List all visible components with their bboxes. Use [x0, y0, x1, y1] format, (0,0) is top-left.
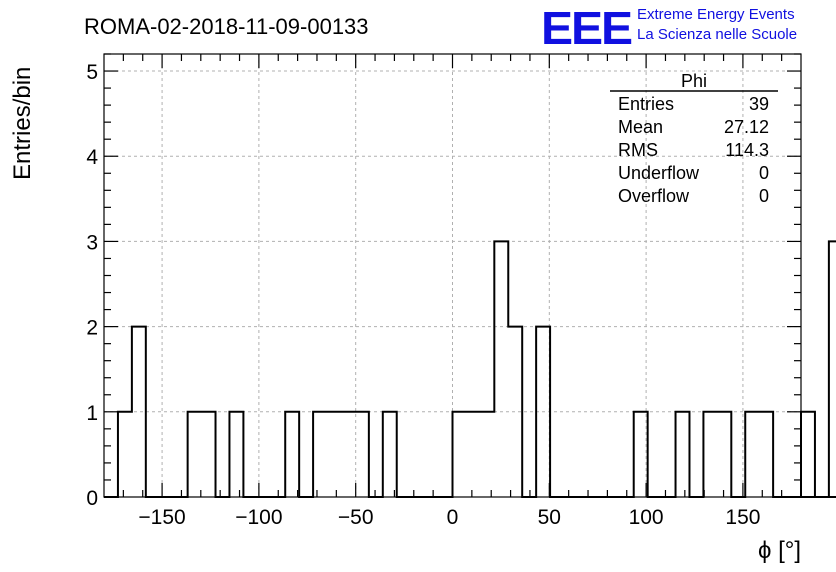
x-axis-title: ϕ [°] — [758, 537, 801, 564]
eee-logo-line1: Extreme Energy Events — [637, 6, 795, 23]
stats-label-rms: RMS — [618, 140, 658, 160]
eee-logo-line2: La Scienza nelle Scuole — [637, 26, 797, 43]
eee-logo-letters: EEE — [541, 2, 631, 54]
x-tick-label: −150 — [138, 506, 185, 529]
eee-logo: EEE Extreme Energy Events La Scienza nel… — [541, 2, 797, 54]
y-axis-title: Entries/bin — [9, 67, 36, 180]
x-tick-label: 50 — [538, 506, 561, 529]
stats-value-rms: 114.3 — [725, 140, 769, 160]
x-tick-labels: −150 −100 −50 0 50 100 150 — [138, 506, 760, 529]
y-tick-label: 2 — [86, 317, 98, 340]
x-tick-label: 0 — [447, 506, 459, 529]
y-tick-label: 5 — [86, 61, 98, 84]
x-tick-label: 150 — [725, 506, 760, 529]
stats-value-overflow: 0 — [759, 186, 769, 206]
x-tick-label: 100 — [629, 506, 664, 529]
histogram-outline — [104, 240, 836, 498]
stats-value-mean: 27.12 — [724, 117, 769, 137]
y-tick-label: 4 — [86, 146, 98, 169]
stats-title: Phi — [681, 71, 707, 91]
y-tick-label: 1 — [86, 402, 98, 425]
y-tick-labels: 0 1 2 3 4 5 — [86, 61, 98, 510]
stats-value-entries: 39 — [749, 94, 769, 114]
y-tick-label: 3 — [86, 231, 98, 254]
stats-label-underflow: Underflow — [618, 163, 700, 183]
y-tick-label: 0 — [86, 487, 98, 510]
stats-box: Phi Entries 39 Mean 27.12 RMS 114.3 Unde… — [610, 71, 778, 206]
run-title: ROMA-02-2018-11-09-00133 — [84, 14, 369, 39]
grid-lines — [104, 54, 801, 497]
stats-value-underflow: 0 — [759, 163, 769, 183]
axis-ticks — [104, 53, 801, 498]
stats-label-entries: Entries — [618, 94, 674, 114]
x-tick-label: −50 — [338, 506, 374, 529]
stats-label-mean: Mean — [618, 117, 663, 137]
stats-label-overflow: Overflow — [618, 186, 690, 206]
x-tick-label: −100 — [235, 506, 282, 529]
